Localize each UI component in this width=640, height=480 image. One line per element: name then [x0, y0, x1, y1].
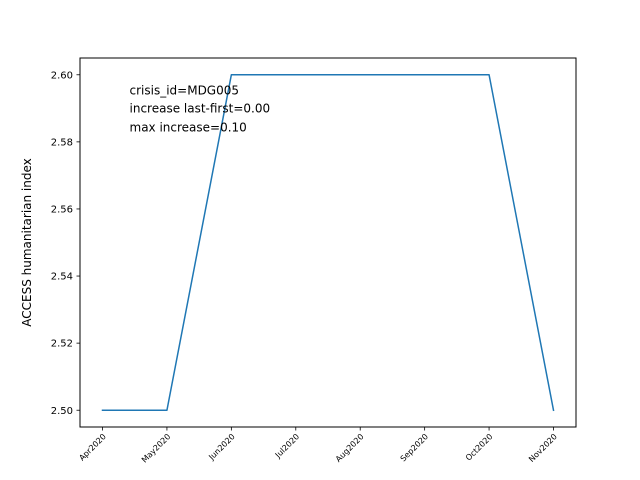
- series-group: [101, 74, 555, 412]
- y-tick-label: 2.56: [51, 205, 73, 216]
- plot-frame: [79, 57, 577, 428]
- x-tick-label: May2020: [140, 432, 172, 464]
- y-tick-label: 2.58: [51, 137, 73, 148]
- annotation-max-increase: max increase=0.10: [130, 121, 247, 135]
- x-tick-label: Aug2020: [334, 432, 366, 464]
- y-tick-label: 2.50: [51, 406, 73, 417]
- y-tick-label: 2.52: [51, 339, 73, 350]
- x-tick-label: Sep2020: [399, 432, 430, 463]
- y-tick-label: 2.60: [51, 70, 73, 81]
- x-tick-label: Apr2020: [77, 432, 108, 463]
- y-axis-label: ACCESS humanitarian index: [20, 158, 34, 327]
- annotation-crisis-id: crisis_id=MDG005: [130, 84, 240, 98]
- x-tick-label: Jul2020: [273, 432, 301, 460]
- series-line: [101, 74, 555, 412]
- x-tick-label: Jun2020: [206, 432, 236, 462]
- plot-area: [80, 58, 576, 427]
- annotation-box: crisis_id=MDG005 increase last-first=0.0…: [130, 84, 271, 135]
- annotation-increase-last-first: increase last-first=0.00: [130, 102, 271, 116]
- x-tick-label: Oct2020: [464, 432, 495, 463]
- y-tick-label: 2.54: [51, 272, 73, 283]
- x-tick-label: Nov2020: [527, 432, 559, 464]
